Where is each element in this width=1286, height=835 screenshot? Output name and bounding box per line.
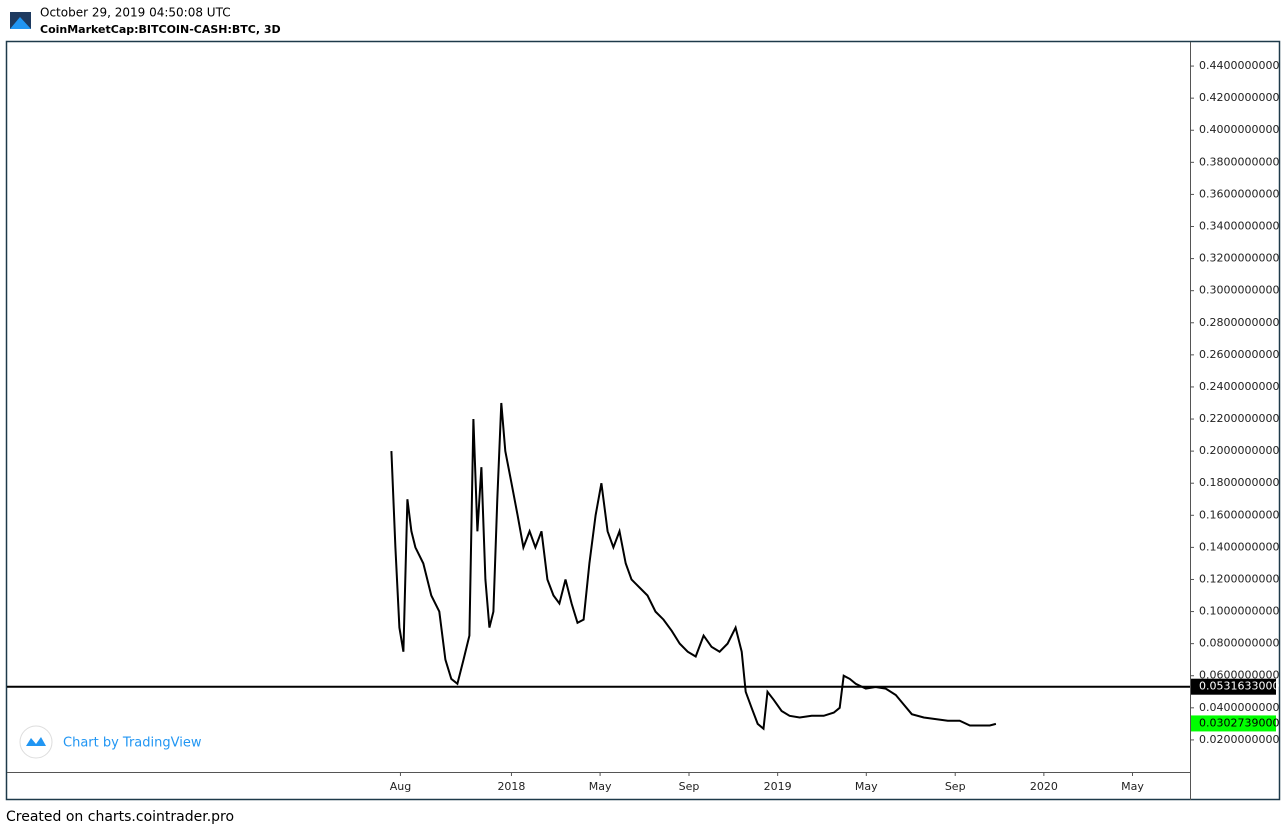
y-tick-label: 0.3000000000 <box>1199 284 1279 297</box>
price-line <box>390 402 997 731</box>
price-label-box <box>1191 715 1276 732</box>
chart-title: October 29, 2019 04:50:08 UTC <box>40 6 231 20</box>
y-tick-label: 0.0200000000 <box>1199 733 1279 746</box>
x-tick-label: 2020 <box>1030 780 1058 793</box>
chart-frame <box>5 40 1281 801</box>
y-tick-label: 0.0600000000 <box>1199 669 1279 682</box>
y-tick-label: 0.2800000000 <box>1199 316 1279 329</box>
watermark-badge <box>19 725 53 759</box>
y-tick-label: 0.4200000000 <box>1199 91 1279 104</box>
y-tick-label: 0.0400000000 <box>1199 701 1279 714</box>
x-tick-label: 2019 <box>764 780 792 793</box>
x-tick-label: Aug <box>390 780 411 793</box>
y-tick-label: 0.2200000000 <box>1199 412 1279 425</box>
x-tick-label: May <box>589 780 612 793</box>
y-tick-label: 0.4400000000 <box>1199 59 1279 72</box>
watermark-icon <box>26 737 46 746</box>
price-label-box <box>1191 678 1276 695</box>
y-tick-label: 0.1400000000 <box>1199 540 1279 553</box>
footer: Created on charts.cointrader.pro <box>6 809 234 825</box>
y-tick-label: 0.1200000000 <box>1199 572 1279 585</box>
y-tick-label: 0.3400000000 <box>1199 220 1279 233</box>
y-tick-label: 0.2000000000 <box>1199 444 1279 457</box>
y-tick-label: 0.2600000000 <box>1199 348 1279 361</box>
x-tick-label: 2018 <box>497 780 525 793</box>
price-label: 0.0531633000 <box>1199 680 1279 693</box>
y-tick-label: 0.4000000000 <box>1199 123 1279 136</box>
y-tick-label: 0.1000000000 <box>1199 605 1279 618</box>
x-tick-label: May <box>1121 780 1144 793</box>
y-tick-label: 0.1600000000 <box>1199 508 1279 521</box>
y-tick-label: 0.3800000000 <box>1199 155 1279 168</box>
y-tick-label: 0.2400000000 <box>1199 380 1279 393</box>
y-tick-label: 0.3600000000 <box>1199 187 1279 200</box>
logo <box>10 12 31 29</box>
watermark-text[interactable]: Chart by TradingView <box>63 736 202 751</box>
y-tick-label: 0.1800000000 <box>1199 476 1279 489</box>
x-tick-label: Sep <box>679 780 700 793</box>
chart-subtitle: CoinMarketCap:BITCOIN-CASH:BTC, 3D <box>40 23 281 36</box>
x-tick-label: Sep <box>945 780 966 793</box>
x-tick-label: May <box>855 780 878 793</box>
watermark[interactable]: Chart by TradingView <box>19 725 202 759</box>
y-tick-label: 0.0800000000 <box>1199 637 1279 650</box>
price-label: 0.0302739000 <box>1199 716 1279 729</box>
y-tick-label: 0.3200000000 <box>1199 252 1279 265</box>
